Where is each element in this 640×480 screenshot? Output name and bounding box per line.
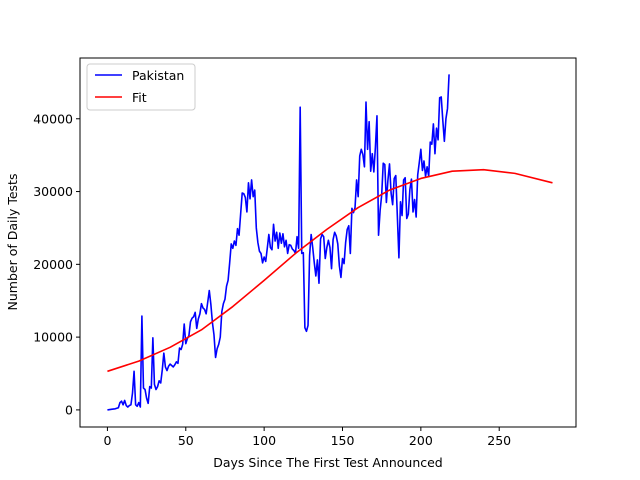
axes-frame <box>79 57 577 428</box>
x-tick-label: 0 <box>103 433 111 448</box>
x-tick-label: 50 <box>178 433 194 448</box>
y-tick-label: 30000 <box>33 184 73 199</box>
legend: Pakistan Fit <box>86 63 196 111</box>
series-line-fit <box>107 168 553 373</box>
axis-ticks: 0 50 100 150 200 250 0 10000 20000 30000 40000 <box>33 111 511 448</box>
x-tick-label: 200 <box>409 433 433 448</box>
y-tick-label: 20000 <box>33 257 73 272</box>
legend-label-pakistan: Pakistan <box>132 68 184 83</box>
series-line-pakistan <box>107 74 450 411</box>
y-tick-label: 0 <box>65 402 73 417</box>
y-axis-label: Number of Daily Tests <box>5 174 20 311</box>
legend-label-fit: Fit <box>132 90 147 105</box>
x-tick-label: 250 <box>487 433 511 448</box>
x-tick-label: 150 <box>331 433 355 448</box>
y-tick-label: 10000 <box>33 330 73 345</box>
y-tick-label: 40000 <box>33 111 73 126</box>
x-tick-label: 100 <box>252 433 276 448</box>
x-axis-label: Days Since The First Test Announced <box>213 455 443 470</box>
plot-area <box>107 74 553 411</box>
